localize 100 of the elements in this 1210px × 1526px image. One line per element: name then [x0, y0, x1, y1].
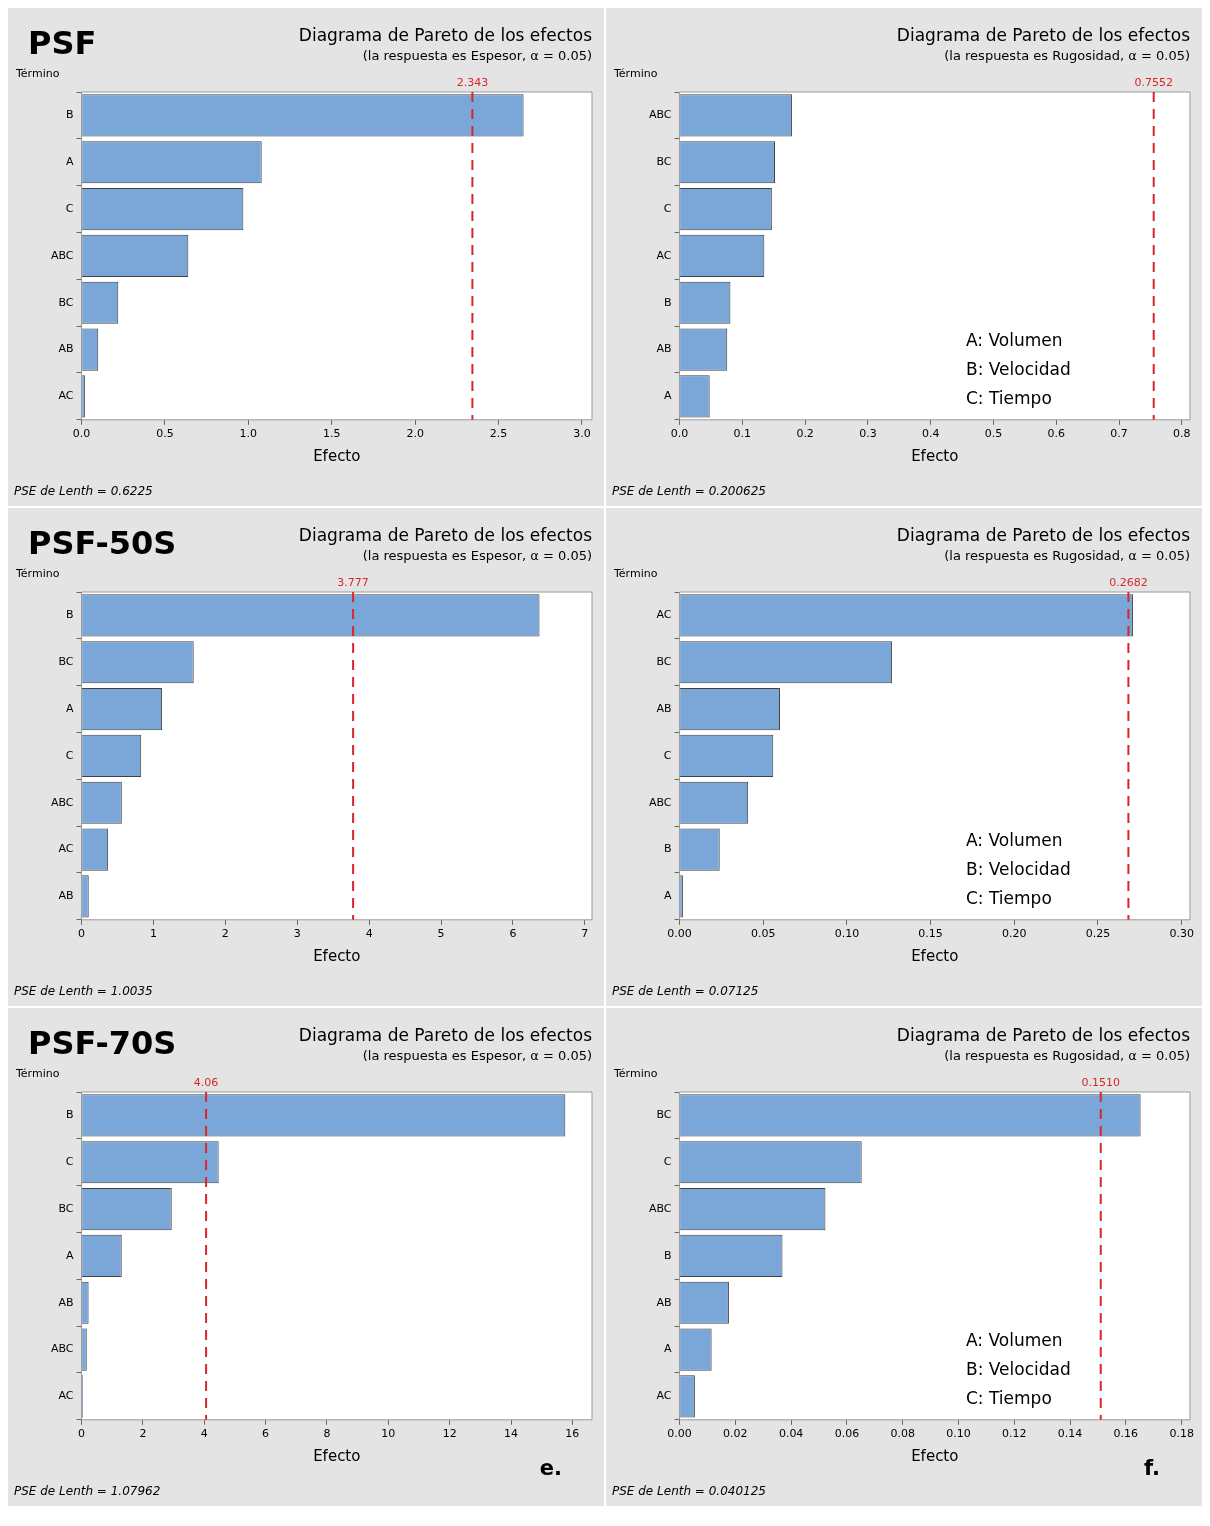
- x-tick-label: 0.10: [946, 1427, 971, 1441]
- annotation: B: Velocidad: [966, 358, 1071, 381]
- x-tick-label: 2.0: [406, 427, 424, 441]
- x-tick-label: 0.06: [834, 1427, 860, 1441]
- x-tick-label: 0.0: [670, 427, 689, 441]
- text: PSF-70S: [28, 1024, 177, 1062]
- y-tick-label: ABC: [649, 108, 672, 122]
- annotation: B: Velocidad: [966, 1358, 1071, 1381]
- x-tick-label: 0.3: [859, 427, 877, 441]
- y-tick-label: A: [66, 701, 75, 715]
- y-axis-title: Término: [15, 67, 60, 81]
- x-tick-label: 14: [504, 1427, 519, 1441]
- text: PSF: [28, 24, 97, 62]
- annotation: C: Tiempo: [966, 1387, 1053, 1410]
- chart-title: Diagrama de Pareto de los efectos: [298, 1024, 593, 1045]
- x-axis-title: Efecto: [911, 1446, 959, 1465]
- chart-title: Diagrama de Pareto de los efectos: [298, 524, 593, 545]
- x-tick-label: 0.25: [1085, 927, 1111, 941]
- x-axis-title: Efecto: [313, 946, 361, 965]
- text: e.: [539, 1456, 562, 1480]
- annotation: A: Volumen: [966, 1329, 1064, 1352]
- x-tick-label: 0: [78, 927, 86, 941]
- x-tick-label: 12: [442, 1427, 457, 1441]
- x-tick-label: 0.2: [796, 427, 814, 441]
- y-tick-label: C: [663, 748, 672, 762]
- y-tick-label: C: [663, 1155, 672, 1169]
- x-tick-label: 2.5: [489, 427, 508, 441]
- y-tick-label: C: [65, 201, 74, 215]
- x-tick-label: 2: [139, 1427, 147, 1441]
- x-tick-label: 2: [221, 927, 229, 941]
- y-tick-label: AB: [58, 342, 74, 356]
- y-tick-label: C: [65, 1155, 74, 1169]
- annotation: B: Velocidad: [966, 858, 1071, 881]
- annotation: A: Volumen: [966, 829, 1064, 852]
- ref-line-label: 0.7552: [1134, 76, 1173, 90]
- chart-subtitle: (la respuesta es Rugosidad, α = 0.05): [944, 1047, 1190, 1063]
- x-tick-label: 0.08: [890, 1427, 915, 1441]
- x-tick-label: 0.18: [1169, 1427, 1194, 1441]
- chart-title: Diagrama de Pareto de los efectos: [298, 24, 593, 45]
- y-tick-label: AC: [656, 248, 672, 262]
- text: PSE de Lenth = 1.07962: [14, 1484, 161, 1498]
- x-tick-label: 0.12: [1002, 1427, 1027, 1441]
- y-tick-label: A: [66, 155, 75, 169]
- chart-subtitle: (la respuesta es Espesor, α = 0.05): [362, 47, 592, 63]
- y-tick-label: C: [663, 201, 672, 215]
- x-tick-label: 7: [581, 927, 589, 941]
- y-tick-label: B: [664, 295, 672, 309]
- y-tick-label: ABC: [649, 1201, 672, 1215]
- x-axis-title: Efecto: [911, 446, 959, 465]
- y-tick-label: A: [664, 1342, 673, 1356]
- x-axis-title: Efecto: [313, 446, 361, 465]
- y-tick-label: BC: [58, 1201, 74, 1215]
- y-tick-label: BC: [656, 1108, 672, 1122]
- y-tick-label: BC: [58, 295, 74, 309]
- y-axis-title: Término: [15, 567, 60, 581]
- x-tick-label: 0.00: [667, 1427, 692, 1441]
- y-tick-label: AB: [656, 342, 672, 356]
- x-tick-label: 0.30: [1169, 927, 1194, 941]
- y-tick-label: AB: [58, 1295, 74, 1309]
- y-tick-label: B: [664, 842, 672, 856]
- x-tick-label: 0: [78, 1427, 86, 1441]
- x-tick-label: 0.02: [723, 1427, 748, 1441]
- y-tick-label: B: [66, 1108, 74, 1122]
- x-tick-label: 10: [381, 1427, 396, 1441]
- x-tick-label: 1: [149, 927, 157, 941]
- ref-line-label: 3.777: [337, 576, 369, 590]
- y-tick-label: B: [664, 1248, 672, 1262]
- x-tick-label: 0.5: [984, 427, 1003, 441]
- annotation: C: Tiempo: [966, 887, 1053, 910]
- y-tick-label: BC: [656, 155, 672, 169]
- x-tick-label: 4: [365, 927, 373, 941]
- chart-title: Diagrama de Pareto de los efectos: [896, 24, 1191, 45]
- ref-line-label: 0.2682: [1109, 576, 1148, 590]
- x-tick-label: 0.6: [1047, 427, 1066, 441]
- y-tick-label: A: [664, 889, 673, 903]
- y-tick-label: ABC: [51, 1342, 74, 1356]
- text: PSE de Lenth = 0.07125: [612, 984, 759, 998]
- y-axis-title: Término: [613, 1067, 658, 1081]
- x-tick-label: 0.14: [1057, 1427, 1083, 1441]
- x-tick-label: 0.1: [733, 427, 752, 441]
- ref-line-label: 0.1510: [1081, 1076, 1120, 1090]
- x-tick-label: 3: [293, 927, 301, 941]
- x-tick-label: 0.15: [918, 927, 943, 941]
- y-tick-label: B: [66, 608, 74, 622]
- x-tick-label: 3.0: [573, 427, 591, 441]
- x-tick-label: 0.16: [1113, 1427, 1139, 1441]
- y-tick-label: AB: [58, 889, 74, 903]
- y-tick-label: A: [664, 389, 673, 403]
- ref-line-label: 2.343: [456, 76, 489, 90]
- chart-title: Diagrama de Pareto de los efectos: [896, 1024, 1191, 1045]
- text: PSE de Lenth = 0.200625: [612, 484, 766, 498]
- y-axis-title: Término: [15, 1067, 60, 1081]
- y-tick-label: A: [66, 1248, 75, 1262]
- y-tick-label: AC: [656, 608, 672, 622]
- annotation: A: Volumen: [966, 329, 1064, 352]
- x-axis-title: Efecto: [911, 946, 959, 965]
- y-tick-label: B: [66, 108, 74, 122]
- y-tick-label: AC: [656, 1389, 672, 1403]
- x-tick-label: 0.20: [1002, 927, 1027, 941]
- text: PSF-50S: [28, 524, 177, 562]
